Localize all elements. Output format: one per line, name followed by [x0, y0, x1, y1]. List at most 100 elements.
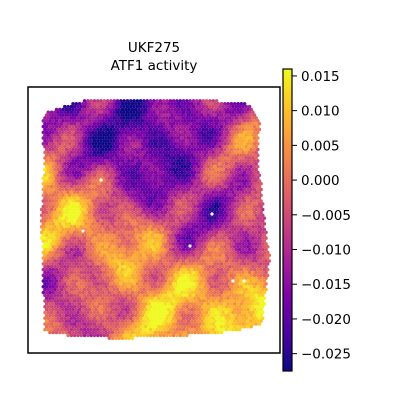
- spot: [137, 130, 141, 135]
- spot: [165, 110, 169, 115]
- spot: [71, 285, 75, 289]
- spot: [244, 230, 248, 235]
- spot: [115, 116, 120, 120]
- spot: [252, 182, 257, 186]
- spot: [81, 285, 85, 289]
- spot: [224, 144, 229, 149]
- spot: [148, 253, 153, 258]
- spot: [237, 121, 242, 126]
- spot: [251, 144, 255, 149]
- spot: [129, 253, 133, 258]
- spot: [196, 285, 201, 289]
- spot: [188, 190, 192, 195]
- spot: [175, 219, 179, 223]
- spot: [89, 121, 93, 126]
- spot: [219, 296, 224, 300]
- spot: [163, 182, 168, 186]
- spot: [249, 130, 253, 135]
- spot: [43, 184, 47, 189]
- spot: [77, 313, 82, 318]
- spot: [74, 130, 79, 135]
- spot: [105, 253, 110, 258]
- spot: [142, 270, 146, 275]
- spot: [188, 224, 192, 229]
- spot: [244, 224, 248, 229]
- spot: [89, 253, 93, 258]
- spot: [244, 264, 248, 269]
- spot: [84, 153, 88, 157]
- spot: [242, 302, 247, 306]
- spot: [168, 213, 173, 218]
- spot: [265, 256, 270, 260]
- spot: [171, 276, 176, 280]
- spot: [74, 239, 79, 243]
- spot: [94, 216, 98, 220]
- spot: [176, 124, 181, 129]
- spot: [241, 133, 245, 137]
- spot: [138, 179, 143, 183]
- spot: [229, 267, 234, 272]
- spot: [102, 173, 107, 177]
- spot: [46, 287, 50, 292]
- spot: [148, 270, 153, 275]
- spot: [84, 210, 88, 215]
- spot: [178, 179, 182, 183]
- spot: [120, 244, 125, 249]
- spot: [76, 236, 80, 240]
- spot: [122, 276, 126, 280]
- spot: [242, 136, 247, 140]
- spot: [99, 276, 103, 280]
- spot: [112, 156, 116, 160]
- spot: [168, 196, 173, 200]
- spot: [203, 147, 207, 152]
- spot: [216, 210, 220, 215]
- spot: [165, 190, 169, 195]
- spot: [79, 139, 83, 143]
- spot: [244, 144, 248, 149]
- spot: [53, 144, 57, 149]
- spot: [110, 107, 115, 112]
- spot: [180, 222, 184, 226]
- spot: [107, 273, 112, 278]
- spot: [91, 227, 95, 232]
- spot: [89, 167, 93, 172]
- spot: [216, 159, 220, 163]
- spot: [48, 199, 52, 203]
- spot: [191, 179, 196, 183]
- spot: [168, 116, 173, 120]
- spot: [244, 213, 248, 218]
- spot: [173, 227, 178, 232]
- spot: [201, 127, 206, 132]
- spot: [72, 305, 77, 309]
- spot: [124, 119, 128, 123]
- spot: [114, 256, 118, 260]
- spot: [265, 273, 270, 278]
- spot: [239, 296, 244, 300]
- spot: [91, 256, 95, 260]
- spot: [251, 121, 255, 126]
- spot: [180, 193, 184, 197]
- spot: [109, 150, 113, 155]
- spot: [241, 121, 245, 126]
- spot: [67, 142, 72, 146]
- spot: [133, 182, 138, 186]
- spot: [195, 310, 199, 315]
- spot: [226, 273, 230, 278]
- spot: [226, 233, 230, 238]
- spot: [145, 133, 149, 137]
- spot: [152, 207, 156, 212]
- spot: [166, 296, 171, 300]
- spot: [109, 299, 113, 303]
- spot: [56, 116, 60, 120]
- spot: [72, 270, 77, 275]
- spot: [54, 296, 59, 300]
- spot: [77, 164, 82, 169]
- spot: [171, 167, 176, 172]
- spot: [224, 121, 229, 126]
- spot: [195, 156, 199, 160]
- spot: [198, 127, 202, 132]
- spot: [43, 133, 47, 137]
- spot: [79, 116, 83, 120]
- spot: [97, 313, 102, 318]
- spot: [166, 187, 171, 192]
